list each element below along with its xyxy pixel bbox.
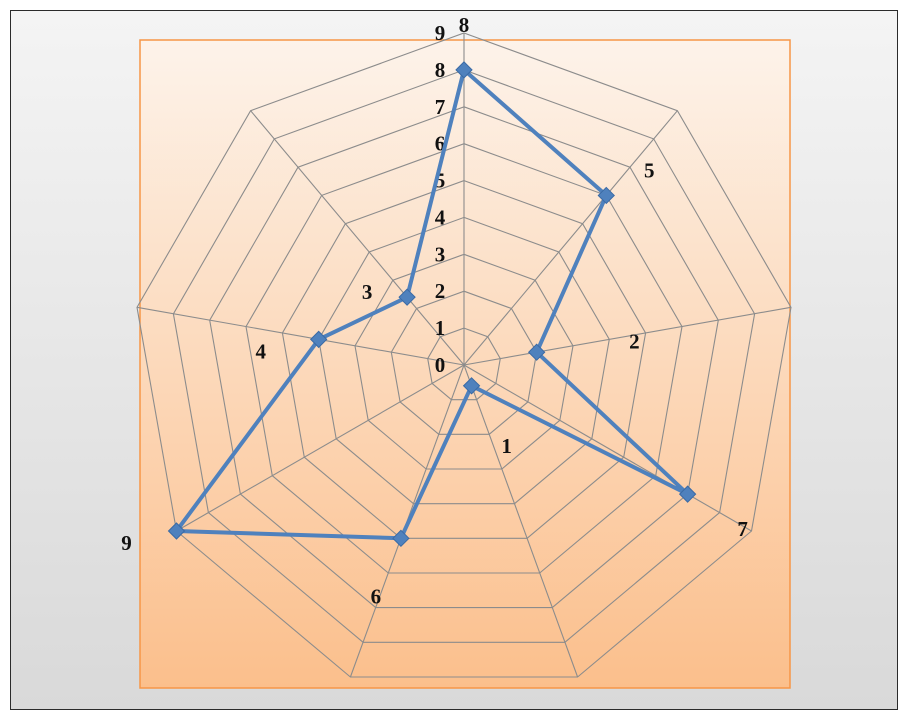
category-label: 2 — [629, 329, 640, 353]
tick-labels: 0 1 2 3 4 5 6 7 8 9 — [435, 21, 446, 377]
tick-label: 6 — [435, 132, 446, 156]
data-point — [398, 288, 416, 306]
tick-label: 1 — [435, 316, 446, 340]
category-label: 6 — [371, 584, 382, 608]
series-line — [174, 67, 690, 541]
category-label: 7 — [737, 517, 748, 541]
category-labels: 8 5 2 7 1 6 9 4 3 — [121, 13, 748, 608]
grid-spoke-3 — [463, 364, 752, 532]
grid-ring-5 — [281, 180, 647, 539]
category-label: 5 — [644, 158, 655, 182]
grid-ring-2 — [390, 290, 538, 435]
data-point — [527, 343, 546, 361]
category-label: 3 — [362, 280, 373, 304]
grid-spoke-4 — [463, 364, 579, 678]
data-point — [309, 330, 328, 349]
grid-spoke-2 — [463, 306, 792, 366]
data-point — [678, 485, 697, 503]
data-point — [597, 186, 615, 205]
category-label: 4 — [255, 339, 266, 363]
category-label: 1 — [501, 434, 512, 458]
tick-label: 2 — [435, 279, 446, 303]
data-point — [167, 522, 186, 540]
series-layer — [167, 61, 697, 548]
tick-label: 8 — [435, 58, 446, 82]
grid-ring-9 — [136, 32, 792, 678]
tick-label: 4 — [435, 205, 446, 229]
tick-label: 0 — [435, 353, 446, 377]
category-label: 9 — [121, 531, 132, 555]
data-point — [392, 529, 410, 548]
grid-ring-7 — [209, 106, 719, 609]
grid-ring-4 — [318, 216, 610, 505]
tick-label: 9 — [435, 21, 446, 45]
tick-label: 7 — [435, 95, 446, 119]
data-point — [455, 61, 473, 79]
grid-spoke-1 — [463, 110, 678, 366]
grid-ring-8 — [172, 69, 756, 643]
data-point — [462, 377, 481, 395]
tick-label: 3 — [435, 242, 446, 266]
grid-ring-6 — [245, 143, 683, 574]
grid-spoke-8 — [250, 110, 465, 366]
tick-label: 5 — [435, 169, 446, 193]
grid-layer — [136, 32, 792, 678]
category-label: 8 — [459, 13, 470, 37]
grid-spoke-7 — [136, 306, 465, 366]
grid-spoke-6 — [176, 364, 465, 532]
